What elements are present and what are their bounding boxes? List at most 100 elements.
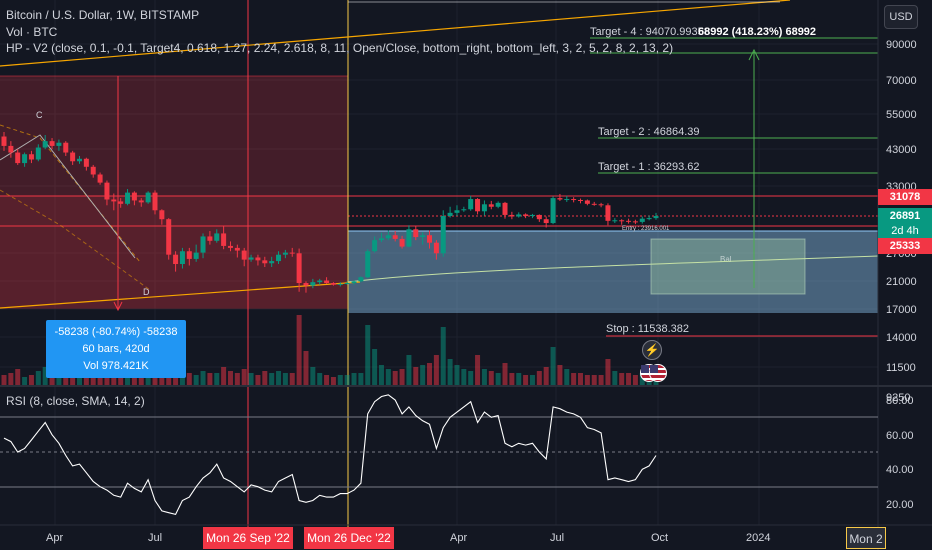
candle-body [22, 154, 28, 164]
volume-bar [28, 375, 34, 385]
time-axis[interactable]: Apr Jul Apr Jul Oct 2024 [46, 532, 770, 544]
volume-bar [351, 373, 357, 385]
volume-bar [516, 373, 522, 385]
volume-bar [289, 373, 295, 385]
volume-bar [612, 371, 618, 385]
volume-bar [83, 373, 89, 385]
rsi-axis[interactable]: 80.00 60.00 40.00 20.00 [886, 395, 914, 511]
rsi-axis-label: 20.00 [886, 499, 914, 511]
volume-bar [118, 373, 124, 385]
candle-body [475, 199, 481, 212]
candle-body [28, 154, 34, 160]
candle-body [571, 199, 577, 201]
volume-bar [282, 373, 288, 385]
candle-body [605, 205, 611, 221]
candle-body [42, 141, 48, 148]
volume-bar [276, 371, 282, 385]
price-label: 9250 [886, 392, 910, 404]
upper-trend-line [0, 0, 791, 67]
target1-label: Target - 1 : 36293.62 [598, 161, 700, 173]
volume-bar [358, 373, 364, 385]
candle-body [598, 204, 604, 206]
candle-body [276, 254, 282, 262]
candle-body [8, 145, 14, 153]
volume-bar [200, 371, 206, 385]
symbol-legend[interactable]: Bitcoin / U.S. Dollar, 1W, BITSTAMP [6, 8, 200, 22]
candle-body [488, 204, 494, 207]
candle-body [131, 192, 137, 201]
volume-bar [317, 373, 323, 385]
candle-body [111, 199, 117, 202]
red-risk-zone [0, 76, 348, 309]
candle-body [70, 152, 76, 162]
volume-bar [433, 355, 439, 385]
volume-bar [365, 325, 371, 385]
volume-bar [529, 375, 535, 385]
rsi-legend[interactable]: RSI (8, close, SMA, 14, 2) [6, 394, 145, 408]
price-label: 17000 [886, 304, 917, 316]
volume-bar [145, 373, 151, 385]
candle-body [413, 229, 419, 238]
candle-body [296, 253, 302, 284]
currency-button[interactable]: USD [884, 5, 918, 29]
volume-bar [481, 369, 487, 385]
volume-bar [406, 355, 412, 385]
candle-body [516, 214, 522, 217]
volume-bar [255, 375, 261, 385]
candle-body [207, 236, 213, 241]
volume-bar [468, 371, 474, 385]
green-inner-box [650, 238, 806, 295]
candle-body [269, 261, 275, 264]
candle-body [543, 219, 549, 224]
volume-bar [8, 373, 14, 385]
target4-move-label: 68992 (418.23%) 68992 [698, 26, 816, 38]
volume-bar [591, 375, 597, 385]
ma-curve [347, 255, 879, 283]
candle-body [35, 147, 41, 160]
volume-bar [557, 365, 563, 385]
volume-bar [262, 371, 268, 385]
target2-label: Target - 2 : 46864.39 [598, 126, 700, 138]
candle-body [406, 229, 412, 247]
volume-bar [523, 375, 529, 385]
candle-body [399, 238, 405, 247]
candle-body [612, 220, 618, 222]
candle-body [578, 199, 584, 201]
price-label: 11500 [886, 362, 916, 374]
volume-bar [234, 373, 240, 385]
candle-body [619, 220, 625, 222]
volume-bar [269, 373, 275, 385]
time-label: 2024 [746, 532, 770, 544]
volume-legend[interactable]: Vol · BTC [6, 25, 58, 39]
candle-body [303, 283, 309, 286]
price-tag-lower: 25333 [878, 238, 932, 254]
lightning-icon[interactable]: ⚡ [642, 340, 662, 360]
price-label: 55000 [886, 109, 917, 121]
candle-body [97, 174, 103, 183]
candle-body [324, 280, 330, 284]
volume-bar [475, 355, 481, 385]
stop-label: Stop : 11538.382 [606, 323, 689, 335]
candle-body [76, 158, 82, 162]
candle-body [447, 212, 453, 216]
volume-bar [420, 365, 426, 385]
volume-bar [378, 365, 384, 385]
indicator-legend[interactable]: HP - V2 (close, 0.1, -0.1, Target4, 0.61… [6, 41, 674, 55]
volume-bar [22, 377, 28, 385]
volume-bar [324, 375, 330, 385]
volume-bar [49, 375, 55, 385]
candle-body [310, 282, 316, 286]
volume-bar [392, 371, 398, 385]
candle-body [125, 192, 131, 204]
us-flag-icon[interactable] [640, 364, 667, 382]
candle-body [49, 141, 55, 146]
time-tag-dec: Mon 26 Dec '22 [304, 527, 394, 549]
volume-bar [214, 373, 220, 385]
volume-bar [56, 373, 62, 385]
volume-bar [605, 359, 611, 385]
volume-bar [509, 373, 515, 385]
candle-body [481, 204, 487, 212]
candle-body [523, 214, 529, 216]
volume-bar [310, 367, 316, 385]
